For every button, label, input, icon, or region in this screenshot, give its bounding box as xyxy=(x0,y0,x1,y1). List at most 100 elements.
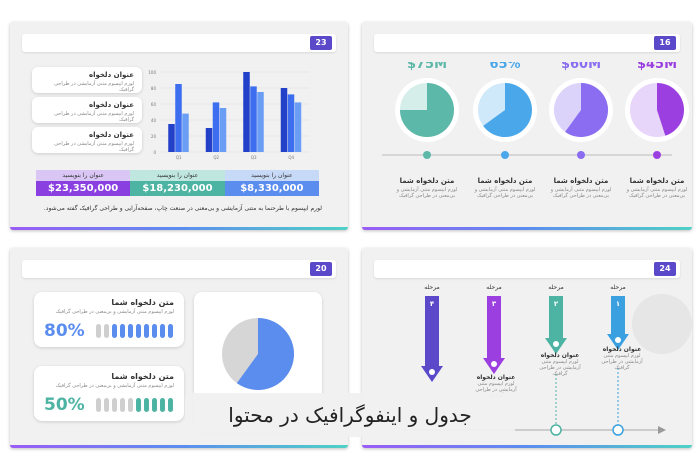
slide-number-badge: 20 xyxy=(310,262,332,276)
card-desc: لورم ایپسوم متنی آزمایشی و بی‌معنی در طر… xyxy=(55,309,174,315)
pie-desc: لورم ایپسوم متنی آزمایشی و بی‌معنی در طر… xyxy=(550,187,612,199)
connector-node xyxy=(550,424,562,436)
step-label-text: مرحله xyxy=(548,284,564,291)
percent-meter xyxy=(96,324,173,338)
pie-caption: متن دلخواه شما لورم ایپسوم متنی آزمایشی … xyxy=(392,177,462,199)
table-column: عنوان را بنویسید $18,230,000 xyxy=(130,170,225,196)
table-column: عنوان را بنویسید $23,350,000 xyxy=(36,170,131,196)
step-label: مرحله xyxy=(530,284,582,291)
slide-header-bar: 20 xyxy=(22,260,336,278)
bar xyxy=(175,84,182,152)
percent-meter xyxy=(96,398,173,412)
card-title: عنوان دلخواه xyxy=(88,131,134,139)
pie-slice xyxy=(483,83,532,137)
data-table: عنوان را بنویسید $23,350,000 عنوان را بن… xyxy=(36,170,319,196)
gradient-strip xyxy=(10,227,348,230)
pie-caption: متن دلخواه شما لورم ایپسوم متنی آزمایشی … xyxy=(622,177,692,199)
meter-segment xyxy=(96,324,101,338)
meter-segment xyxy=(120,398,125,412)
card-title: متن دلخواه شما xyxy=(111,298,174,307)
bar xyxy=(243,72,250,152)
gradient-strip xyxy=(362,227,692,230)
footer-text: لورم ایپسوم با طرحنما به متنی آزمایشی و … xyxy=(43,205,322,212)
y-tick-label: 100 xyxy=(148,70,156,75)
meter-segment xyxy=(104,324,109,338)
timeline-dot xyxy=(653,151,661,159)
step-desc: لورم ایپسوم متنی آزمایشی در طراحی گرافیک xyxy=(601,353,643,371)
bar xyxy=(280,88,288,152)
table-value: $23,350,000 xyxy=(36,181,131,196)
pie-title: متن دلخواه شما xyxy=(629,177,685,185)
x-tick-label: Q4 xyxy=(288,155,294,160)
bar xyxy=(294,102,302,152)
step-label-text: مرحله xyxy=(610,284,626,291)
gradient-strip xyxy=(362,445,692,448)
percent-row: 80% xyxy=(44,321,174,341)
slide-bar-chart[interactable]: 23 عنوان دلخواه لورم ایپسوم متنی آزمایشی… xyxy=(10,22,348,230)
meter-segment xyxy=(104,398,109,412)
slide-pie-charts[interactable]: 16 $45M $60M 65% $75M متن دلخواه شما لورم ا… xyxy=(362,22,692,230)
gradient-strip xyxy=(10,445,348,448)
step-number: ۲ xyxy=(554,300,559,308)
pie-caption: متن دلخواه شما لورم ایپسوم متنی آزمایشی … xyxy=(470,177,540,199)
step-title: عنوان دلخواه xyxy=(540,352,580,359)
pie-title: متن دلخواه شما xyxy=(399,177,455,185)
pie-row: $45M $60M 65% $75M xyxy=(382,62,689,159)
table-column: عنوان را بنویسید $8,330,000 xyxy=(224,170,319,196)
step-number: ۳ xyxy=(492,300,497,308)
card-title: عنوان دلخواه xyxy=(88,71,134,79)
step-title: عنوان دلخواه xyxy=(476,374,516,381)
meter-segment xyxy=(136,398,141,412)
step-caption: عنوان دلخواه لورم ایپسوم متنی آزمایشی در… xyxy=(534,352,586,377)
slide-header-bar: 24 xyxy=(374,260,680,278)
y-tick-label: 40 xyxy=(151,118,157,123)
step-label: مرحله xyxy=(406,284,458,291)
percent-value: 80% xyxy=(44,321,85,341)
pie-desc: لورم ایپسوم متنی آزمایشی و بی‌معنی در طر… xyxy=(474,187,536,199)
table-header: عنوان را بنویسید xyxy=(130,170,225,181)
bar xyxy=(205,128,213,152)
timeline-dot xyxy=(423,151,431,159)
bar xyxy=(250,86,257,152)
step-number: ۴ xyxy=(430,300,435,308)
timeline-dot xyxy=(501,151,509,159)
card-desc: لورم ایپسوم متنی آزمایشی و بی‌معنی در طر… xyxy=(55,383,174,389)
step-label-text: مرحله xyxy=(486,284,502,291)
slide-number-badge: 23 xyxy=(310,36,332,50)
pie-slice xyxy=(565,83,608,137)
percent-card: متن دلخواه شما لورم ایپسوم متنی آزمایشی … xyxy=(34,366,184,421)
slide-number-badge: 24 xyxy=(654,262,676,276)
step-icon xyxy=(553,341,559,347)
info-card: عنوان دلخواه لورم ایپسوم متنی آزمایشی در… xyxy=(32,97,142,123)
pie-value: $75M xyxy=(407,62,447,72)
meter-segment xyxy=(136,324,141,338)
pie-value: $45M xyxy=(637,62,677,72)
bar xyxy=(182,113,189,152)
pie-title: متن دلخواه شما xyxy=(553,177,609,185)
step-label: مرحله xyxy=(592,284,644,291)
caption-banner: جدول و اینفوگرافیک در محتوا xyxy=(185,393,515,437)
y-tick-label: 60 xyxy=(151,102,157,107)
meter-segment xyxy=(112,324,117,338)
slide-header-bar: 16 xyxy=(374,34,680,52)
step-arrow xyxy=(421,296,443,382)
slide-header-bar: 23 xyxy=(22,34,336,52)
card-desc: لورم ایپسوم متنی آزمایشی در طراحی گرافیک xyxy=(54,81,134,93)
pie-caption: متن دلخواه شما لورم ایپسوم متنی آزمایشی … xyxy=(546,177,616,199)
meter-segment xyxy=(152,398,157,412)
step-caption: عنوان دلخواه لورم ایپسوم متنی آزمایشی در… xyxy=(596,346,648,371)
step-desc: لورم ایپسوم متنی آزمایشی در طراحی گرافیک xyxy=(539,359,581,377)
step-label-text: مرحله xyxy=(424,284,440,291)
card-desc: لورم ایپسوم متنی آزمایشی در طراحی گرافیک xyxy=(54,111,134,123)
meter-segment xyxy=(120,324,125,338)
info-card: عنوان دلخواه لورم ایپسوم متنی آزمایشی در… xyxy=(32,67,142,93)
meter-segment xyxy=(160,324,165,338)
step-arrow xyxy=(607,296,629,350)
pie-desc: لورم ایپسوم متنی آزمایشی و بی‌معنی در طر… xyxy=(396,187,458,199)
arrow-head xyxy=(658,426,666,434)
table-value: $18,230,000 xyxy=(130,181,225,196)
pie-value: $60M xyxy=(561,62,601,72)
timeline-dot xyxy=(577,151,585,159)
meter-segment xyxy=(168,398,173,412)
percent-card: متن دلخواه شما لورم ایپسوم متنی آزمایشی … xyxy=(34,292,184,347)
